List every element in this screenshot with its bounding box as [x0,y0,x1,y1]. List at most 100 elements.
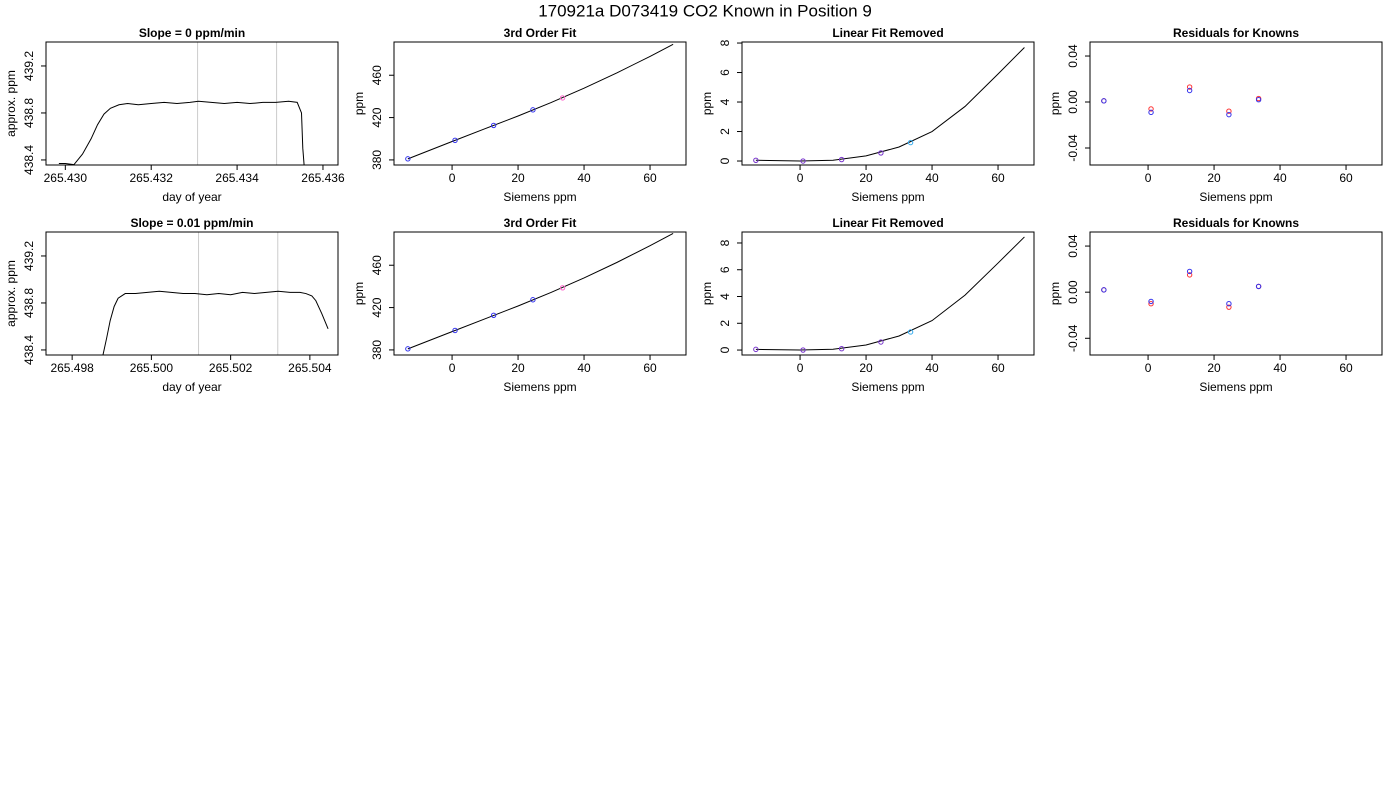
panel: 3rd Order Fit Siemens ppm ppm 0 20 40 60 380 420… [352,26,687,204]
data-point [878,150,884,156]
y-tick-label: 0.04 [1066,234,1080,258]
y-axis-label: ppm [352,282,366,305]
data-point [1101,287,1107,293]
y-axis-label: ppm [700,282,714,305]
y-tick-label: 438.8 [22,288,36,318]
fit-curve [755,47,1025,162]
data-point [405,346,411,352]
y-tick-label: -0.04 [1066,134,1080,162]
series-line [58,100,305,165]
y-tick-label: 420 [370,297,384,317]
panel-title: Linear Fit Removed [832,26,943,40]
x-axis-label: Siemens ppm [851,380,924,394]
y-tick-label: 2 [718,320,732,327]
data-point [1255,97,1262,103]
x-tick-label: 20 [1207,171,1221,185]
plot-frame [741,41,1035,166]
data-point [1226,111,1232,118]
y-tick-label: 438.4 [22,335,36,365]
x-tick-label: 0 [449,171,456,185]
x-tick-label: 265.434 [215,171,259,185]
fit-curve [407,233,674,350]
data-point [800,158,806,164]
x-tick-label: 265.502 [209,361,253,375]
x-axis-label: Siemens ppm [503,190,576,204]
data-point [490,122,497,129]
x-axis-label: Siemens ppm [1199,190,1272,204]
plot-frame [45,41,339,166]
data-point [907,139,914,146]
panel: Linear Fit Removed Siemens ppm ppm 0 20 40 60 0… [700,216,1035,394]
y-axis-label: approx. ppm [4,260,18,327]
data-point [1148,106,1154,112]
data-point [907,329,914,335]
y-axis-label: ppm [700,92,714,115]
data-point [490,312,497,319]
y-tick-label: 6 [718,266,732,273]
x-axis-label: day of year [162,380,221,394]
x-tick-label: 0 [1145,171,1152,185]
data-point [878,339,884,345]
y-tick-label: 439.2 [22,51,36,81]
x-tick-label: 20 [859,361,873,375]
y-tick-label: 0.00 [1066,280,1080,304]
y-tick-label: 0.04 [1066,44,1080,68]
x-axis-label: Siemens ppm [503,380,576,394]
x-tick-label: 20 [511,361,525,375]
x-tick-label: 40 [1273,361,1287,375]
figure-title: 170921a D073419 CO2 Known in Position 9 [538,1,872,20]
data-point [405,156,411,162]
panel: Residuals for Knowns Siemens ppm ppm 0 20 40 6… [1048,26,1383,204]
panel: 3rd Order Fit Siemens ppm ppm 0 20 40 60 380 420… [352,216,687,394]
y-tick-label: 460 [370,65,384,85]
x-tick-label: 0 [797,171,804,185]
data-point [838,156,845,163]
data-point [452,137,458,144]
y-tick-label: 4 [718,98,732,105]
series-line [102,290,329,355]
panel: Slope = 0 ppm/min day of year approx. ppm 2… [4,26,345,204]
x-tick-label: 60 [991,361,1005,375]
y-tick-label: 4 [718,293,732,300]
data-point [753,157,759,163]
x-tick-label: 20 [1207,361,1221,375]
plot-frame [1089,41,1383,166]
data-point [1186,87,1193,94]
x-tick-label: 60 [1339,361,1353,375]
data-point [1101,98,1107,104]
y-tick-label: 438.4 [22,145,36,175]
y-tick-label: 0.00 [1066,90,1080,114]
plot-frame [393,41,687,166]
x-tick-label: 0 [449,361,456,375]
data-point [559,285,566,291]
panel-title: Residuals for Knowns [1173,216,1299,230]
data-point [452,327,458,334]
data-point [1148,109,1154,116]
plot-frame [1089,231,1383,356]
x-axis-label: Siemens ppm [851,190,924,204]
y-axis-label: ppm [1048,282,1062,305]
data-point [1226,301,1232,307]
y-axis-label: approx. ppm [4,70,18,137]
panel: Slope = 0.01 ppm/min day of year approx. p… [4,216,339,394]
x-tick-label: 265.430 [44,171,88,185]
x-tick-label: 40 [925,171,939,185]
x-tick-label: 265.500 [130,361,174,375]
x-tick-label: 20 [859,171,873,185]
fit-curve [407,43,674,160]
data-point [753,346,759,353]
x-tick-label: 0 [1145,361,1152,375]
plot-frame [45,231,339,356]
plot-area [753,47,1025,164]
plot-area [753,236,1025,353]
panel-title: 3rd Order Fit [504,216,577,230]
data-point [1148,298,1154,305]
y-tick-label: 8 [718,39,732,46]
data-point [559,95,566,101]
y-tick-label: -0.04 [1066,324,1080,352]
y-tick-label: 380 [370,340,384,360]
data-point [800,347,806,353]
data-point [1148,301,1154,307]
